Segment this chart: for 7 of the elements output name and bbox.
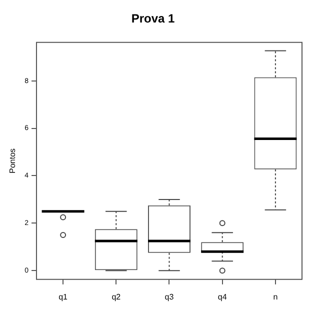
y-axis-title: Pontos	[8, 148, 18, 174]
x-tick-label: n	[273, 292, 278, 302]
x-tick-label: q4	[218, 292, 228, 302]
x-tick-label: q1	[58, 292, 68, 302]
x-tick-label: q3	[164, 292, 174, 302]
chart-title: Prova 1	[131, 12, 176, 26]
x-tick-label: q2	[112, 292, 122, 302]
